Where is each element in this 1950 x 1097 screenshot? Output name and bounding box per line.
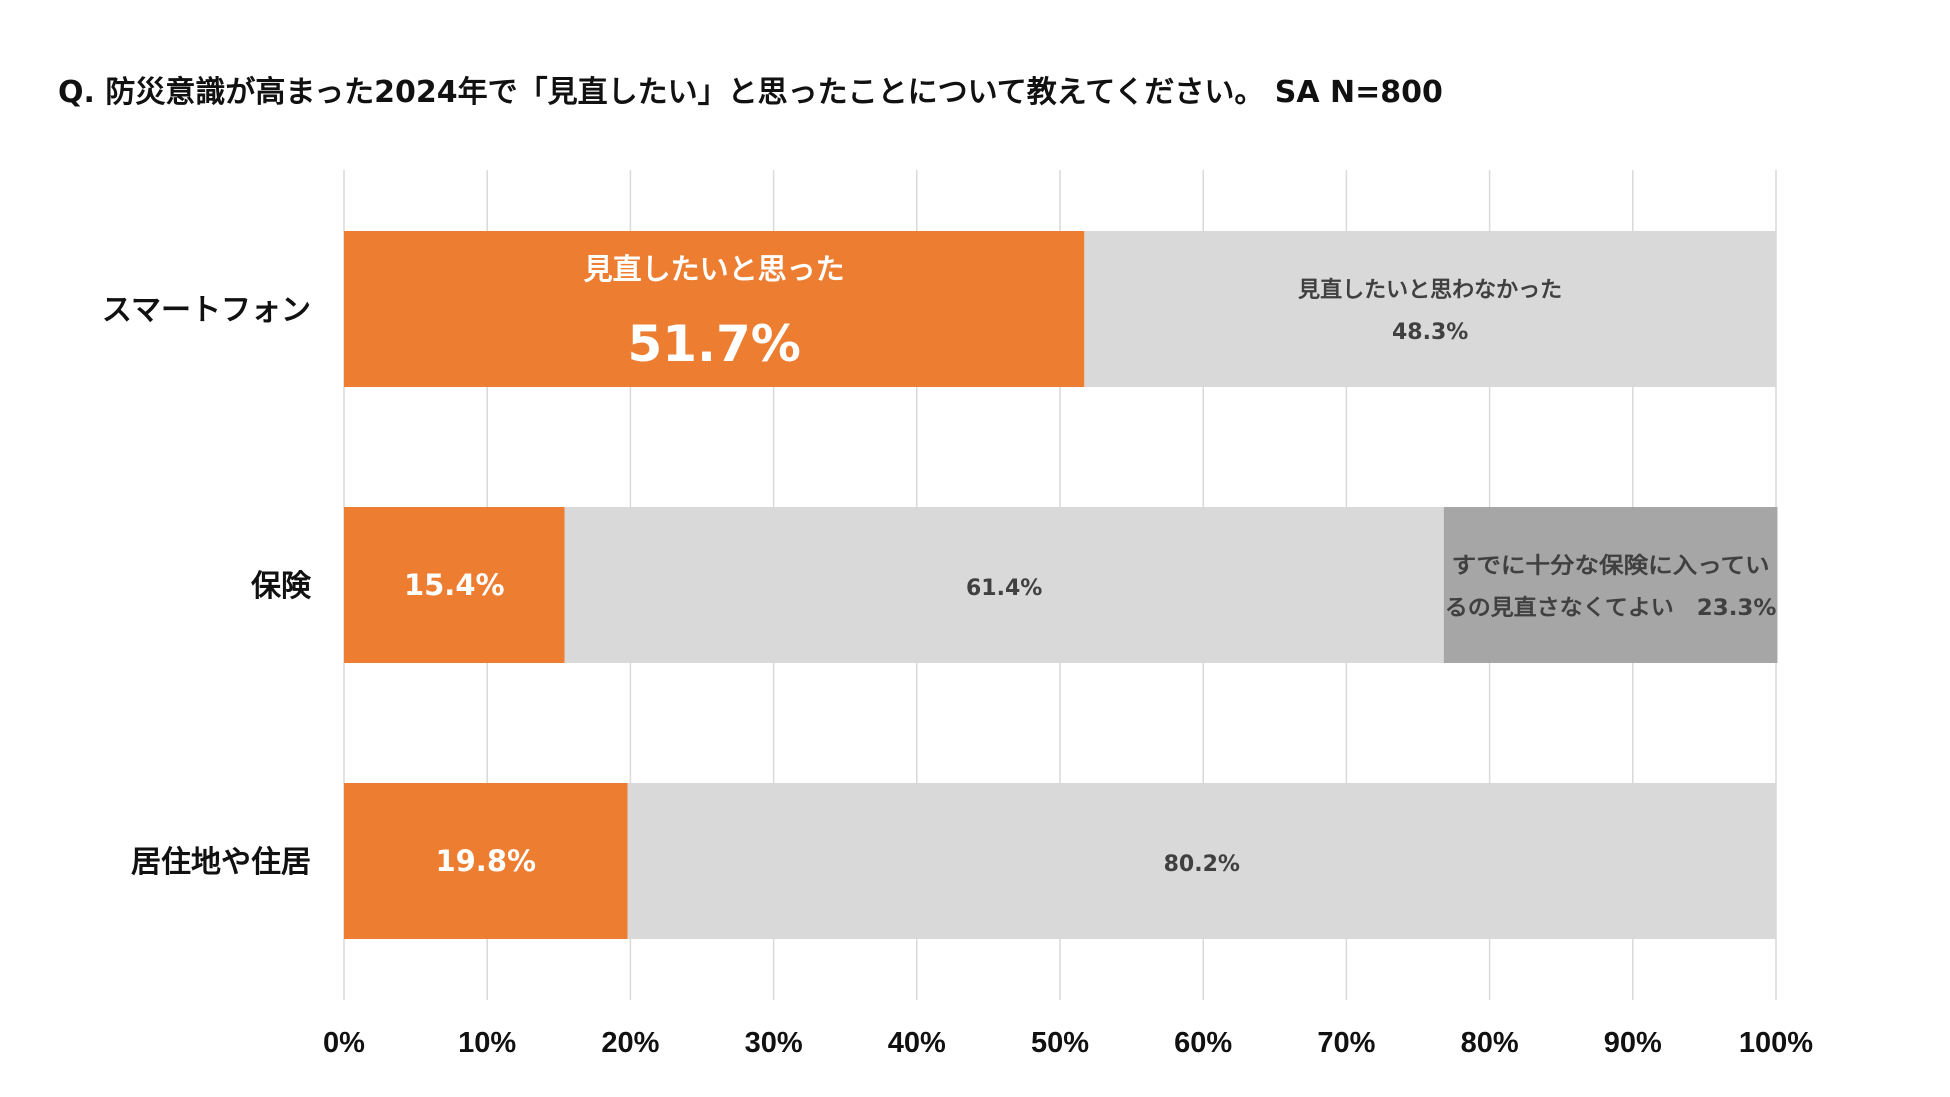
x-tick-label: 80% — [1461, 1027, 1519, 1059]
category-label: 居住地や住居 — [131, 845, 311, 880]
bar-segment — [1084, 231, 1776, 387]
data-label: 19.8% — [435, 844, 536, 878]
bar-segment — [344, 231, 1085, 387]
category-label: 保険 — [251, 569, 312, 604]
data-label: るの見直さなくてよい 23.3% — [1445, 595, 1777, 621]
bar-segment — [344, 783, 628, 939]
segment-labels: 見直したいと思った 51.7% 見直したいと思わなかった 48.3% 15.4% 61.4… — [404, 252, 1776, 878]
bar-segment — [1443, 507, 1778, 663]
x-tick-labels: 0% 10% 20% 30% 40% 50% 60% 70% 80% 90% 100% — [323, 1027, 1813, 1059]
data-label: すでに十分な保険に入ってい — [1452, 554, 1770, 579]
data-label: 見直したいと思った — [584, 252, 845, 286]
x-tick-label: 90% — [1604, 1027, 1662, 1059]
data-label: 48.3% — [1392, 320, 1468, 345]
x-tick-label: 50% — [1031, 1027, 1089, 1059]
data-label: 見直したいと思わなかった — [1298, 277, 1562, 303]
category-label: スマートフォン — [102, 293, 311, 328]
x-tick-label: 0% — [323, 1027, 365, 1059]
data-label: 51.7% — [627, 315, 800, 373]
x-tick-label: 70% — [1317, 1027, 1375, 1059]
data-label: 80.2% — [1164, 852, 1240, 877]
x-tick-label: 100% — [1739, 1027, 1813, 1059]
bar-segment — [627, 783, 1776, 939]
data-label: 61.4% — [966, 576, 1042, 601]
x-tick-label: 60% — [1174, 1027, 1232, 1059]
x-tick-label: 30% — [745, 1027, 803, 1059]
chart-title: Q. 防災意識が高まった2024年で「見直したい」と思ったことについて教えてくだ… — [58, 75, 1443, 110]
bars — [344, 231, 1778, 939]
x-tick-label: 10% — [458, 1027, 516, 1059]
bar-segment — [564, 507, 1444, 663]
data-label: 15.4% — [404, 568, 505, 602]
bar-segment — [344, 507, 565, 663]
x-tick-label: 40% — [888, 1027, 946, 1059]
x-tick-label: 20% — [601, 1027, 659, 1059]
